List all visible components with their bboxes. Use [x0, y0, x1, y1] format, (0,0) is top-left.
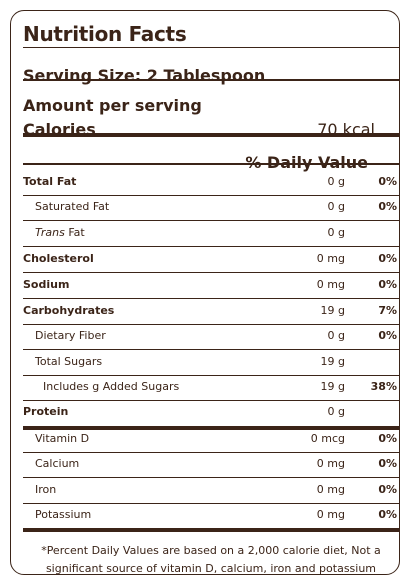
- nutrient-row-cholesterol: Cholesterol 0 mg 0%: [23, 248, 399, 273]
- row-divider: [23, 375, 399, 376]
- nutrient-label: Trans Fat: [35, 226, 85, 239]
- nutrient-row-vitamin-d: Vitamin D 0 mcg 0%: [23, 428, 399, 453]
- nutrient-row-trans-fat: Trans Fat 0 g: [23, 222, 399, 247]
- row-divider: [23, 400, 399, 401]
- nutrient-label: Includes g Added Sugars: [43, 380, 180, 393]
- nutrient-row-dietary-fiber: Dietary Fiber 0 g 0%: [23, 325, 399, 350]
- nutrient-amount: 19 g: [320, 304, 345, 317]
- nutrient-row-calcium: Calcium 0 mg 0%: [23, 453, 399, 478]
- nutrient-row-sodium: Sodium 0 mg 0%: [23, 274, 399, 299]
- nutrient-row-added-sugars: Includes g Added Sugars 19 g 38%: [23, 376, 399, 401]
- nutrient-pct: 38%: [370, 380, 397, 393]
- row-divider: [23, 503, 399, 504]
- footnote: *Percent Daily Values are based on a 2,0…: [23, 542, 399, 578]
- divider: [23, 79, 399, 81]
- divider-thick: [23, 426, 399, 430]
- nutrient-row-carbohydrates: Carbohydrates 19 g 7%: [23, 300, 399, 325]
- nutrient-label: Protein: [23, 405, 69, 418]
- nutrient-amount: 0 mg: [316, 457, 345, 470]
- nutrition-facts-panel: Nutrition Facts Serving Size: 2 Tablespo…: [10, 10, 400, 575]
- nutrient-pct: 0%: [378, 432, 397, 445]
- nutrient-label: Sodium: [23, 278, 70, 291]
- nutrient-amount: 0 mg: [316, 508, 345, 521]
- row-divider: [23, 477, 399, 478]
- nutrient-label: Iron: [35, 483, 57, 496]
- divider: [23, 47, 399, 48]
- nutrient-row-total-sugars: Total Sugars 19 g: [23, 351, 399, 376]
- nutrient-pct: 0%: [378, 508, 397, 521]
- nutrient-label: Total Fat: [23, 175, 77, 188]
- trans-suffix: Fat: [64, 226, 85, 239]
- nutrient-pct: 0%: [378, 252, 397, 265]
- row-divider: [23, 272, 399, 273]
- row-divider: [23, 298, 399, 299]
- nutrient-pct: 7%: [378, 304, 397, 317]
- row-divider: [23, 246, 399, 247]
- nutrient-pct: 0%: [378, 278, 397, 291]
- panel-title: Nutrition Facts: [23, 22, 187, 46]
- nutrient-row-saturated-fat: Saturated Fat 0 g 0%: [23, 196, 399, 221]
- nutrient-pct: 0%: [378, 329, 397, 342]
- nutrient-amount: 0 mg: [316, 252, 345, 265]
- nutrient-label: Saturated Fat: [35, 200, 110, 213]
- trans-italic: Trans: [35, 226, 65, 239]
- footnote-line: significant source of vitamin D, calcium…: [45, 562, 377, 575]
- nutrient-label: Calcium: [35, 457, 80, 470]
- row-divider: [23, 452, 399, 453]
- nutrient-amount: 0 g: [327, 175, 345, 188]
- row-divider: [23, 349, 399, 350]
- nutrient-pct: 0%: [378, 457, 397, 470]
- nutrient-amount: 0 g: [327, 226, 345, 239]
- nutrient-amount: 19 g: [320, 355, 345, 368]
- daily-value-header: % Daily Value: [245, 153, 368, 172]
- row-divider: [23, 220, 399, 221]
- nutrient-amount: 0 mg: [316, 278, 345, 291]
- row-divider: [23, 324, 399, 325]
- amount-per-serving: Amount per serving: [23, 96, 202, 115]
- divider-thick: [23, 133, 399, 137]
- nutrient-row-iron: Iron 0 mg 0%: [23, 479, 399, 504]
- nutrient-amount: 0 g: [327, 329, 345, 342]
- nutrient-amount: 0 mg: [316, 483, 345, 496]
- nutrient-row-protein: Protein 0 g: [23, 401, 399, 425]
- nutrient-amount: 0 g: [327, 200, 345, 213]
- nutrient-row-total-fat: Total Fat 0 g 0%: [23, 171, 399, 196]
- footnote-line: *Percent Daily Values are based on a 2,0…: [41, 544, 381, 557]
- nutrient-pct: 0%: [378, 175, 397, 188]
- nutrient-pct: 0%: [378, 483, 397, 496]
- nutrient-amount: 0 mcg: [310, 432, 345, 445]
- row-divider: [23, 195, 399, 196]
- serving-size: Serving Size: 2 Tablespoon: [23, 66, 266, 85]
- nutrient-label: Carbohydrates: [23, 304, 115, 317]
- nutrient-label: Dietary Fiber: [35, 329, 106, 342]
- nutrient-label: Cholesterol: [23, 252, 94, 265]
- nutrient-amount: 19 g: [320, 380, 345, 393]
- nutrient-amount: 0 g: [327, 405, 345, 418]
- nutrient-row-potassium: Potassium 0 mg 0%: [23, 504, 399, 528]
- divider-thick: [23, 528, 399, 532]
- nutrient-label: Potassium: [35, 508, 92, 521]
- nutrient-pct: 0%: [378, 200, 397, 213]
- divider: [23, 163, 399, 165]
- nutrient-label: Vitamin D: [35, 432, 90, 445]
- nutrient-label: Total Sugars: [35, 355, 103, 368]
